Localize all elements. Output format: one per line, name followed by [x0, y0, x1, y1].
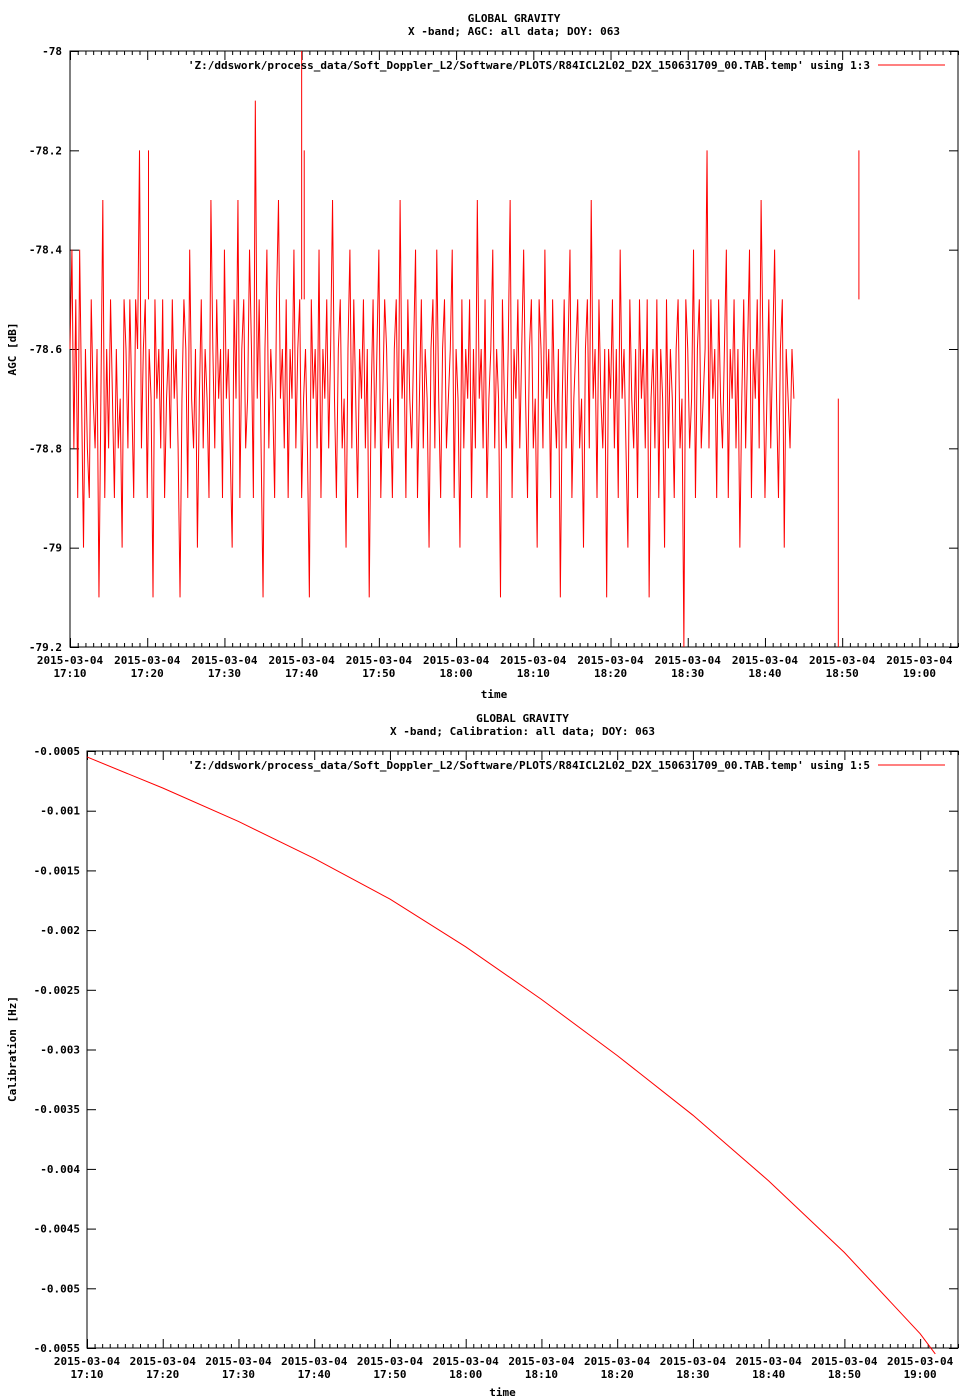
x-tick-label-date: 2015-03-04 [655, 654, 722, 667]
x-tick-label-time: 17:40 [298, 1368, 331, 1381]
x-tick-label-time: 17:50 [362, 667, 395, 680]
x-tick-label-date: 2015-03-04 [500, 654, 567, 667]
x-tick-label-date: 2015-03-04 [887, 1355, 954, 1368]
x-tick-label-date: 2015-03-04 [130, 1355, 197, 1368]
x-tick-label-date: 2015-03-04 [660, 1355, 727, 1368]
chart-subtitle: X -band; AGC: all data; DOY: 063 [408, 25, 620, 38]
x-tick-label-time: 17:40 [285, 667, 318, 680]
y-tick-label: -79 [42, 542, 62, 555]
x-tick-label-date: 2015-03-04 [54, 1355, 121, 1368]
y-axis-label: Calibration [Hz] [6, 996, 19, 1102]
x-tick-label-date: 2015-03-04 [357, 1355, 424, 1368]
x-tick-label-date: 2015-03-04 [433, 1355, 500, 1368]
series-line [86, 756, 936, 1355]
x-tick-label-time: 17:20 [146, 1368, 179, 1381]
y-tick-label: -0.0055 [34, 1342, 80, 1355]
x-tick-label-date: 2015-03-04 [577, 654, 644, 667]
y-tick-label: -78.4 [29, 244, 62, 257]
x-tick-label-time: 19:00 [904, 1368, 937, 1381]
series-line [69, 100, 795, 648]
y-axis-label: AGC [dB] [6, 323, 19, 376]
y-tick-label: -0.001 [40, 805, 80, 818]
x-tick-label-time: 18:00 [449, 1368, 482, 1381]
x-tick-label-time: 18:50 [826, 667, 859, 680]
y-tick-label: -0.004 [40, 1163, 80, 1176]
legend-entry-label: 'Z:/ddswork/process_data/Soft_Doppler_L2… [188, 759, 870, 772]
x-axis-label: time [481, 688, 508, 701]
x-tick-label-date: 2015-03-04 [508, 1355, 575, 1368]
plot-frame [86, 750, 959, 1349]
x-tick-label-date: 2015-03-04 [809, 654, 876, 667]
x-tick-label-date: 2015-03-04 [269, 654, 336, 667]
x-tick-label-time: 18:30 [676, 1368, 709, 1381]
x-tick-label-time: 18:10 [525, 1368, 558, 1381]
chart-title: GLOBAL GRAVITY [468, 12, 561, 25]
y-tick-label: -0.0045 [34, 1223, 80, 1236]
x-tick-label-time: 18:30 [671, 667, 704, 680]
x-tick-label-date: 2015-03-04 [191, 654, 258, 667]
x-tick-label-date: 2015-03-04 [736, 1355, 803, 1368]
y-tick-label: -0.005 [40, 1282, 80, 1295]
y-tick-label: -78.6 [29, 343, 62, 356]
y-tick-label: -78.2 [29, 144, 62, 157]
chart-subtitle: X -band; Calibration: all data; DOY: 063 [390, 725, 655, 738]
x-tick-label-time: 18:20 [594, 667, 627, 680]
x-tick-label-time: 18:50 [828, 1368, 861, 1381]
x-tick-label-time: 17:10 [70, 1368, 103, 1381]
x-tick-label-time: 17:20 [131, 667, 164, 680]
chart-title: GLOBAL GRAVITY [476, 712, 569, 725]
x-tick-label-time: 18:20 [601, 1368, 634, 1381]
x-tick-label-time: 17:30 [222, 1368, 255, 1381]
x-tick-label-time: 18:40 [752, 1368, 785, 1381]
y-tick-label: -78 [42, 45, 62, 58]
x-tick-label-time: 18:10 [517, 667, 550, 680]
x-tick-label-time: 17:30 [208, 667, 241, 680]
x-tick-label-date: 2015-03-04 [37, 654, 104, 667]
x-tick-label-date: 2015-03-04 [281, 1355, 348, 1368]
y-tick-label: -0.002 [40, 924, 80, 937]
x-tick-label-date: 2015-03-04 [205, 1355, 272, 1368]
x-tick-label-date: 2015-03-04 [886, 654, 953, 667]
y-tick-label: -0.0025 [34, 984, 80, 997]
x-tick-label-date: 2015-03-04 [423, 654, 490, 667]
y-tick-label: -0.0015 [34, 864, 80, 877]
x-tick-label-date: 2015-03-04 [346, 654, 413, 667]
x-tick-label-date: 2015-03-04 [811, 1355, 878, 1368]
x-tick-label-time: 18:00 [440, 667, 473, 680]
legend-entry-label: 'Z:/ddswork/process_data/Soft_Doppler_L2… [188, 59, 870, 72]
x-axis-label: time [489, 1386, 516, 1399]
x-tick-label-date: 2015-03-04 [114, 654, 181, 667]
y-tick-label: -79.2 [29, 641, 62, 654]
y-tick-label: -0.003 [40, 1044, 80, 1057]
x-tick-label-time: 17:10 [53, 667, 86, 680]
x-tick-label-time: 18:40 [748, 667, 781, 680]
x-tick-label-date: 2015-03-04 [732, 654, 799, 667]
x-tick-label-date: 2015-03-04 [584, 1355, 651, 1368]
x-tick-label-time: 17:50 [373, 1368, 406, 1381]
y-tick-label: -78.8 [29, 442, 62, 455]
y-tick-label: -0.0005 [34, 745, 80, 758]
x-tick-label-time: 19:00 [903, 667, 936, 680]
y-tick-label: -0.0035 [34, 1103, 80, 1116]
